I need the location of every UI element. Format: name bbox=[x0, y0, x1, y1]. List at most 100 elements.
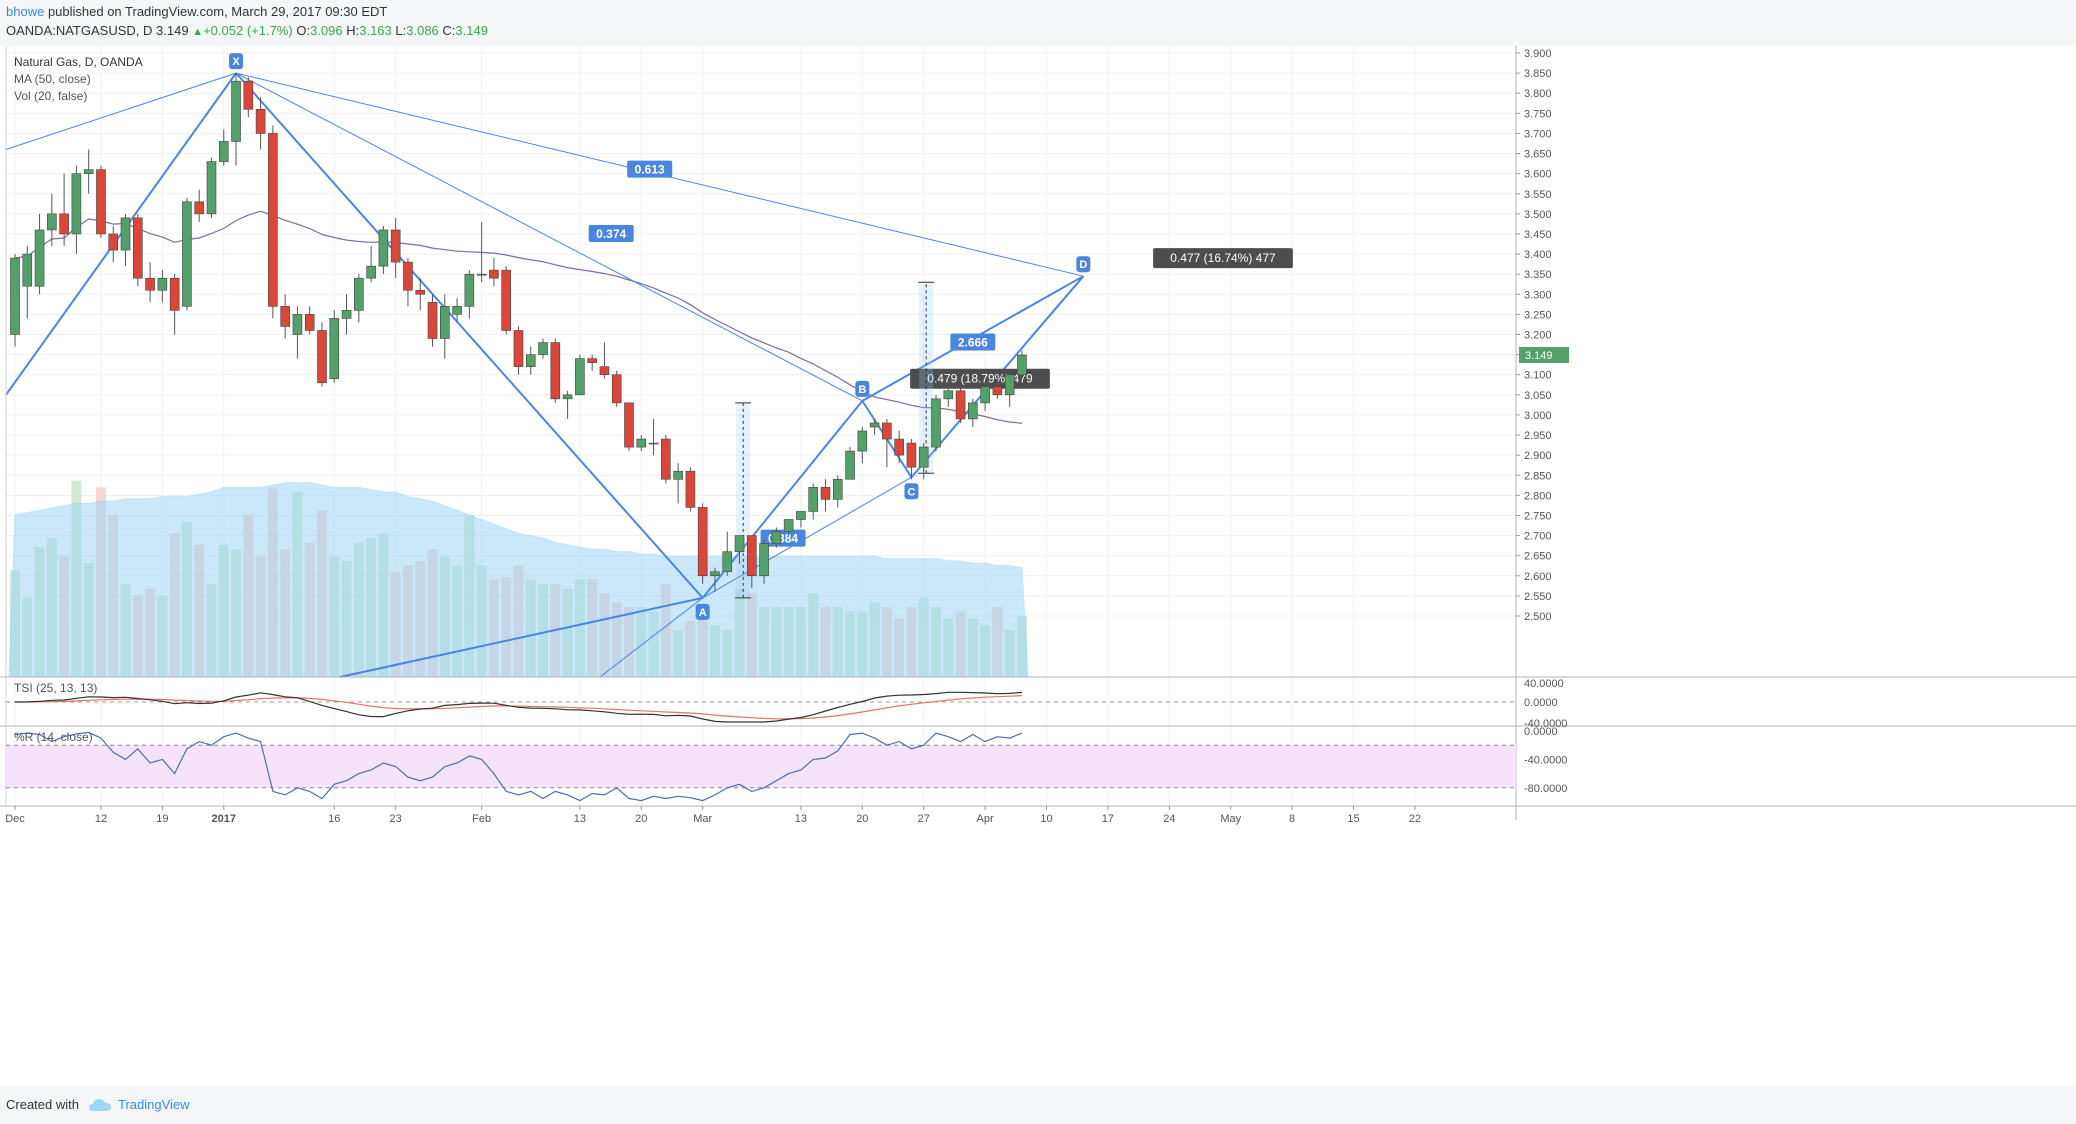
time-tick-label: Apr bbox=[977, 813, 994, 825]
candle-body bbox=[390, 229, 401, 263]
price-tick-label: 2.700 bbox=[1524, 531, 1552, 543]
candle-body bbox=[366, 265, 376, 279]
price-tick-label: 2.800 bbox=[1524, 490, 1552, 502]
candle bbox=[697, 503, 708, 584]
candle bbox=[796, 511, 806, 528]
time-tick-label: May bbox=[1220, 813, 1241, 825]
candle-body bbox=[992, 386, 1003, 396]
price-tick-label: 3.650 bbox=[1524, 149, 1552, 161]
candle-body bbox=[182, 201, 192, 307]
candle-body bbox=[710, 571, 720, 577]
candle bbox=[992, 378, 1003, 399]
price-tick-label: 3.450 bbox=[1524, 229, 1552, 241]
candle-body bbox=[685, 470, 696, 508]
author-link[interactable]: bhowe bbox=[6, 4, 45, 19]
candle-body bbox=[439, 306, 450, 339]
footer: Created with TradingView bbox=[0, 1086, 2076, 1124]
pattern-point-b: B bbox=[855, 380, 870, 397]
candle bbox=[710, 567, 720, 592]
high-value: 3.163 bbox=[359, 23, 392, 38]
tradingview-cloud-icon bbox=[89, 1099, 111, 1111]
ratio-label-text: 0.613 bbox=[635, 163, 665, 177]
candle-body bbox=[268, 133, 278, 307]
candle-body bbox=[280, 306, 290, 327]
volume-ma-area bbox=[8, 482, 1029, 677]
candle bbox=[501, 266, 512, 335]
price-tick-label: 3.550 bbox=[1524, 189, 1552, 201]
time-tick-label: 13 bbox=[795, 813, 807, 825]
candle-body bbox=[575, 358, 585, 396]
publish-line: bhowe published on TradingView.com, Marc… bbox=[6, 4, 387, 19]
price-tick-label: 2.500 bbox=[1524, 611, 1552, 623]
price-axis: 3.900 3.850 3.800 3.750 3.700 3.650 3.600 3.550… bbox=[1516, 48, 1552, 623]
candle bbox=[390, 217, 401, 279]
candle bbox=[341, 294, 352, 335]
candle bbox=[157, 270, 168, 303]
candle-body bbox=[329, 318, 340, 380]
candle bbox=[59, 173, 69, 247]
price-tick-label: 2.950 bbox=[1524, 430, 1552, 442]
pattern-ratio-label: 0.374 bbox=[588, 224, 634, 242]
candle-body bbox=[317, 330, 327, 384]
price-tick-label: 3.100 bbox=[1524, 370, 1552, 382]
candle bbox=[771, 527, 782, 548]
candle bbox=[734, 535, 745, 564]
candle bbox=[562, 390, 573, 419]
pattern-point-d: D bbox=[1076, 256, 1091, 273]
candle-body bbox=[354, 277, 364, 311]
candle-body bbox=[746, 535, 757, 577]
candle-body bbox=[304, 314, 315, 331]
publish-info: published on TradingView.com, March 29, … bbox=[47, 4, 388, 19]
candle-body bbox=[808, 487, 819, 512]
candle-body bbox=[133, 217, 143, 279]
tradingview-brand[interactable]: TradingView bbox=[118, 1097, 190, 1112]
time-tick-label: 20 bbox=[856, 813, 868, 825]
candle-body bbox=[562, 394, 573, 400]
candle-body bbox=[955, 390, 966, 420]
candle bbox=[292, 306, 303, 359]
candle-body bbox=[255, 108, 266, 134]
candle-body bbox=[34, 229, 45, 287]
tsi-legend: TSI (25, 13, 13) bbox=[14, 681, 97, 695]
candle bbox=[206, 157, 217, 218]
point-label-bg bbox=[855, 380, 870, 397]
willr-tick-label: -80.0000 bbox=[1524, 783, 1567, 795]
candle-body bbox=[476, 273, 487, 276]
candle-body bbox=[96, 169, 106, 235]
candle bbox=[22, 246, 33, 319]
candle bbox=[820, 479, 831, 512]
quote-line: OANDA:NATGASUSD, D 3.149 ▲+0.052 (+1.7%)… bbox=[6, 23, 488, 38]
candle bbox=[599, 342, 610, 379]
pattern-ext-bottom bbox=[339, 596, 703, 678]
candle bbox=[513, 326, 524, 375]
candle bbox=[611, 370, 622, 407]
price-tick-label: 2.900 bbox=[1524, 450, 1552, 462]
open-label: O: bbox=[296, 23, 311, 38]
tsi-tick-label: 40.0000 bbox=[1524, 678, 1564, 690]
time-tick-label: Dec bbox=[5, 813, 25, 825]
pattern-point-a: A bbox=[695, 603, 710, 620]
candle-body bbox=[820, 487, 831, 500]
candle bbox=[120, 213, 131, 267]
candle bbox=[648, 418, 659, 456]
candle bbox=[452, 298, 462, 323]
candle bbox=[243, 77, 254, 118]
created-with-text: Created with bbox=[6, 1097, 79, 1112]
candle-body bbox=[501, 269, 512, 331]
candle bbox=[489, 258, 499, 287]
candle-body bbox=[648, 442, 659, 445]
tsi-tick-label: -40.0000 bbox=[1524, 718, 1567, 730]
point-label-bg bbox=[1076, 256, 1091, 273]
tsi-tick-label: 0.0000 bbox=[1524, 697, 1558, 709]
tsi-pane: TSI (25, 13, 13) 40.0000 0.0000 -40.0000 bbox=[6, 678, 1567, 730]
candle bbox=[10, 254, 20, 347]
price-range-measure: 0.477 (16.74%) 477 bbox=[918, 248, 1293, 474]
measure-label-text: 0.477 (16.74%) 477 bbox=[1170, 251, 1276, 265]
price-tick-label: 3.050 bbox=[1524, 390, 1552, 402]
candle-body bbox=[145, 277, 155, 291]
candle-body bbox=[931, 398, 941, 448]
willr-line bbox=[14, 731, 1023, 802]
candle-body bbox=[47, 213, 57, 231]
